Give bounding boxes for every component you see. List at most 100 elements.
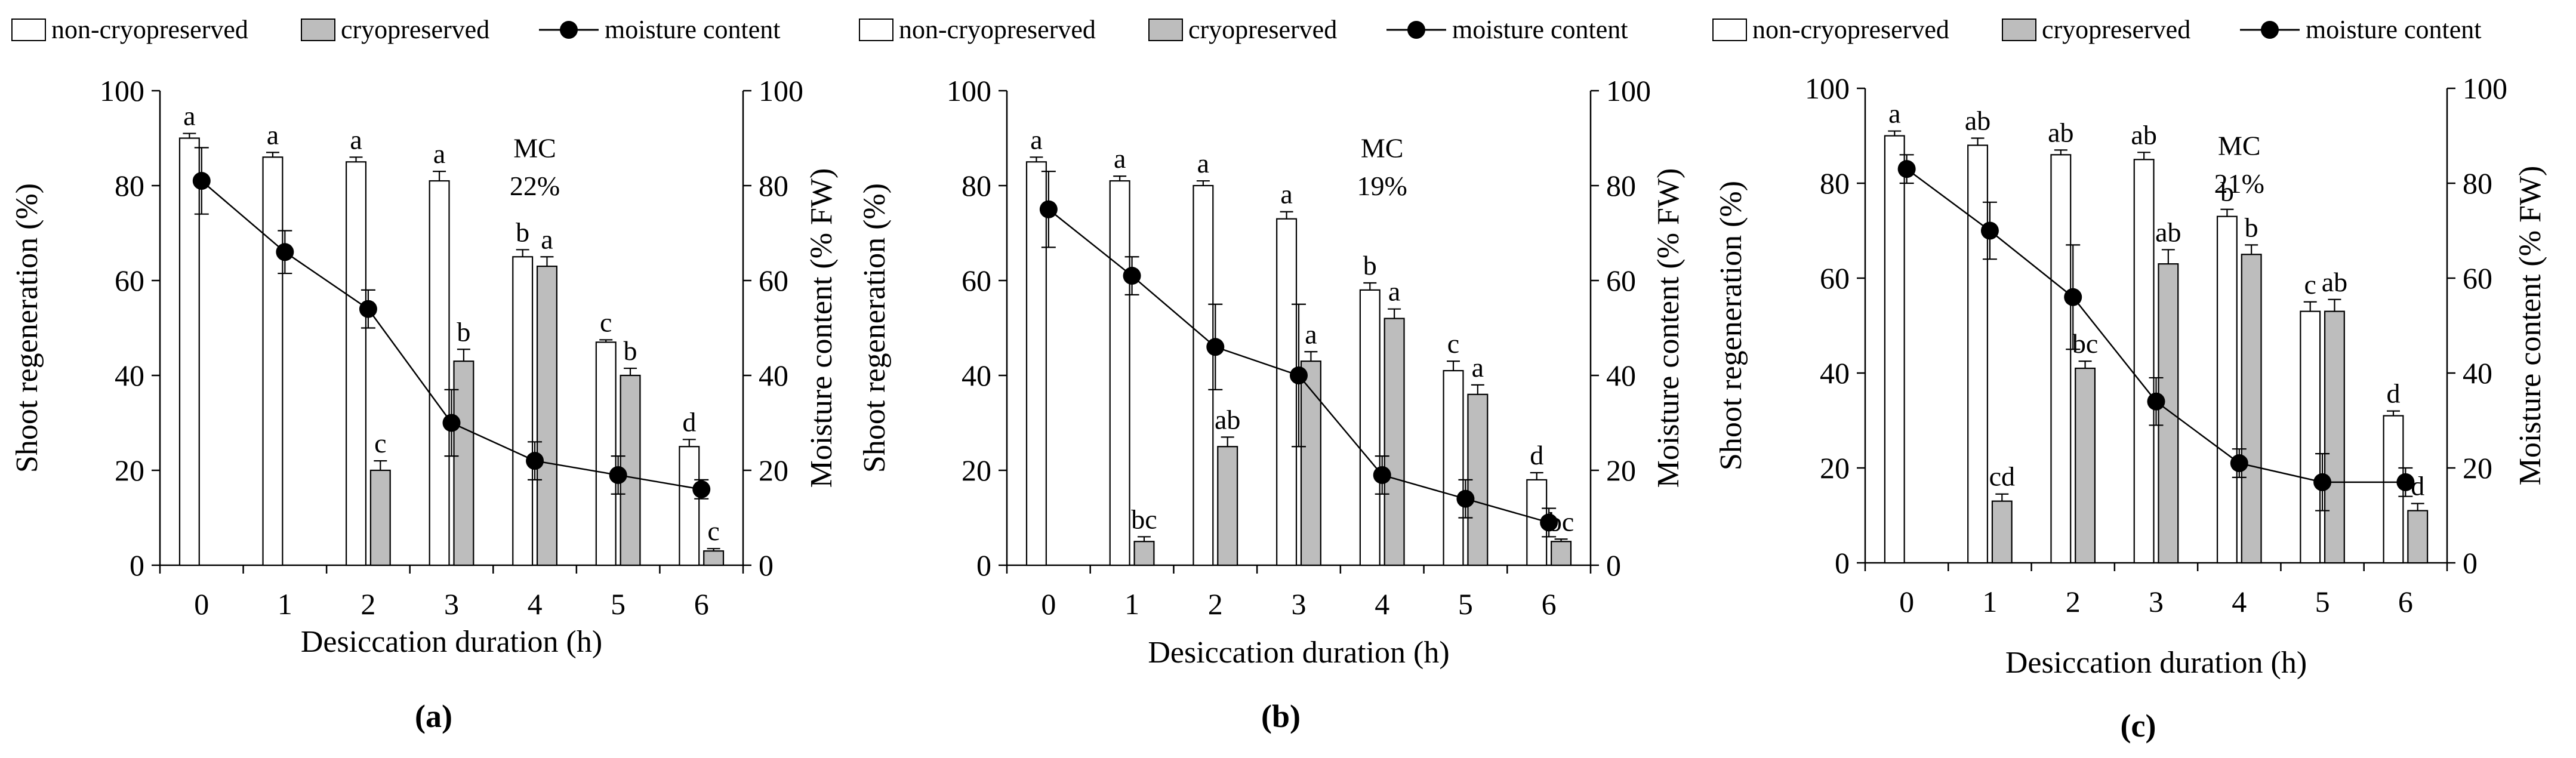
x-tick-label: 3 [2149, 585, 2164, 618]
y-tick-label-left: 80 [962, 169, 991, 202]
moisture-point [1290, 366, 1308, 384]
x-tick-label: 6 [1542, 587, 1557, 621]
significance-label: a [183, 101, 195, 131]
x-tick-label: 6 [694, 587, 709, 621]
legend-label-cryopreserved: cryopreserved [341, 15, 489, 44]
bar-cryopreserved [453, 360, 474, 566]
x-tick-label: 2 [2066, 585, 2081, 618]
bar-cryopreserved [1383, 318, 1405, 566]
x-axis-title: Desiccation duration (h) [1148, 636, 1449, 670]
y-tick-label-right: 100 [759, 74, 803, 107]
y-tick-label-right: 100 [2463, 72, 2507, 105]
x-tick-label: 1 [1124, 587, 1139, 621]
y-tick-label-right: 80 [2463, 167, 2492, 200]
significance-label: d [682, 406, 696, 437]
moisture-point [1540, 513, 1558, 532]
significance-label: b [1363, 250, 1377, 281]
x-tick-label: 4 [1375, 587, 1389, 621]
y-tick-label-right: 0 [759, 549, 774, 582]
bar-non-cryopreserved [595, 341, 617, 566]
x-tick-label: 0 [1899, 585, 1914, 618]
moisture-point [1456, 489, 1475, 508]
bar-cryopreserved [1991, 500, 2013, 564]
y-tick-label-left: 60 [1820, 261, 1850, 295]
moisture-point [2313, 473, 2332, 491]
y-tick-label-left: 40 [115, 359, 144, 392]
bar-cryopreserved [2075, 367, 2096, 564]
x-tick-label: 0 [1041, 587, 1056, 621]
y-tick-label-right: 40 [1606, 359, 1636, 392]
x-tick-label: 3 [444, 587, 459, 621]
bar-cryopreserved [703, 550, 725, 566]
bar-non-cryopreserved [1443, 369, 1464, 566]
bar-non-cryopreserved [1193, 184, 1214, 566]
significance-label: a [1114, 143, 1126, 174]
y-tick-label-right: 20 [759, 454, 788, 487]
bar-cryopreserved [536, 266, 557, 566]
bar-non-cryopreserved [2133, 159, 2155, 564]
y-tick-label-right: 0 [1606, 549, 1621, 582]
legend-label-cryopreserved: cryopreserved [1188, 15, 1337, 44]
significance-label: a [1030, 124, 1042, 155]
moisture-point [2064, 288, 2082, 306]
bar-non-cryopreserved [2216, 215, 2238, 564]
moisture-point [692, 480, 711, 498]
y-tick-label-right: 60 [2463, 261, 2492, 295]
bar-non-cryopreserved [1276, 218, 1298, 566]
legend: non-cryopreserved cryopreserved moisture c… [1712, 15, 2482, 44]
bar-non-cryopreserved [512, 256, 534, 566]
bar-cryopreserved [2158, 263, 2179, 564]
significance-label: ab [2048, 117, 2073, 147]
significance-label: b [624, 335, 637, 366]
x-tick-label: 5 [2315, 585, 2330, 618]
bar-cryopreserved [1133, 541, 1155, 566]
y-axis-title-left: Shoot regeneration (%) [10, 183, 44, 473]
mc-annotation-label: MC [513, 133, 556, 163]
legend-swatch-cryopreserved [301, 19, 335, 41]
moisture-point [1980, 221, 1999, 240]
significance-label: a [541, 224, 553, 254]
y-tick-label-left: 0 [976, 549, 991, 582]
legend-label-moisture: moisture content [2306, 15, 2482, 44]
panel-label: (a) [415, 698, 452, 734]
bar-non-cryopreserved [2300, 310, 2321, 564]
significance-label: c [2304, 269, 2316, 300]
mc-annotation-label: MC [2218, 130, 2261, 161]
legend-marker-moisture [560, 21, 578, 39]
bar-cryopreserved [1551, 541, 1572, 566]
y-tick-label-left: 40 [962, 359, 991, 392]
y-tick-label-left: 60 [962, 264, 991, 297]
y-tick-label-left: 60 [115, 264, 144, 297]
x-tick-label: 3 [1292, 587, 1307, 621]
y-tick-label-left: 100 [1805, 72, 1850, 105]
moisture-point [1123, 267, 1141, 285]
significance-label: c [374, 428, 386, 458]
y-axis-title-right: Moisture content (% FW) [2513, 166, 2547, 486]
bar-non-cryopreserved [1359, 289, 1381, 566]
bar-cryopreserved [1217, 446, 1238, 566]
y-tick-label-right: 80 [759, 169, 788, 202]
mc-annotation-value: 19% [1357, 171, 1407, 201]
y-tick-label-left: 0 [130, 549, 144, 582]
significance-label: a [350, 124, 362, 155]
significance-label: a [267, 119, 279, 150]
legend-marker-moisture [2261, 21, 2279, 39]
significance-label: bc [2072, 328, 2098, 359]
moisture-point [2230, 454, 2248, 473]
significance-label: ab [2322, 267, 2347, 297]
x-tick-label: 2 [1208, 587, 1223, 621]
legend-label-non-cryopreserved: non-cryopreserved [51, 15, 248, 44]
significance-label: d [2411, 471, 2424, 501]
y-tick-label-left: 20 [1820, 451, 1850, 485]
bar-non-cryopreserved [2050, 154, 2072, 564]
chart-panel-1: non-cryopreserved cryopreserved moisture c… [10, 15, 839, 734]
moisture-point [192, 172, 211, 190]
y-tick-label-left: 80 [1820, 167, 1850, 200]
y-tick-label-left: 40 [1820, 356, 1850, 390]
x-tick-label: 5 [611, 587, 625, 621]
x-tick-label: 4 [2232, 585, 2247, 618]
significance-label: c [1447, 328, 1459, 359]
x-tick-label: 0 [194, 587, 209, 621]
y-axis-title-right: Moisture content (% FW) [805, 168, 839, 488]
